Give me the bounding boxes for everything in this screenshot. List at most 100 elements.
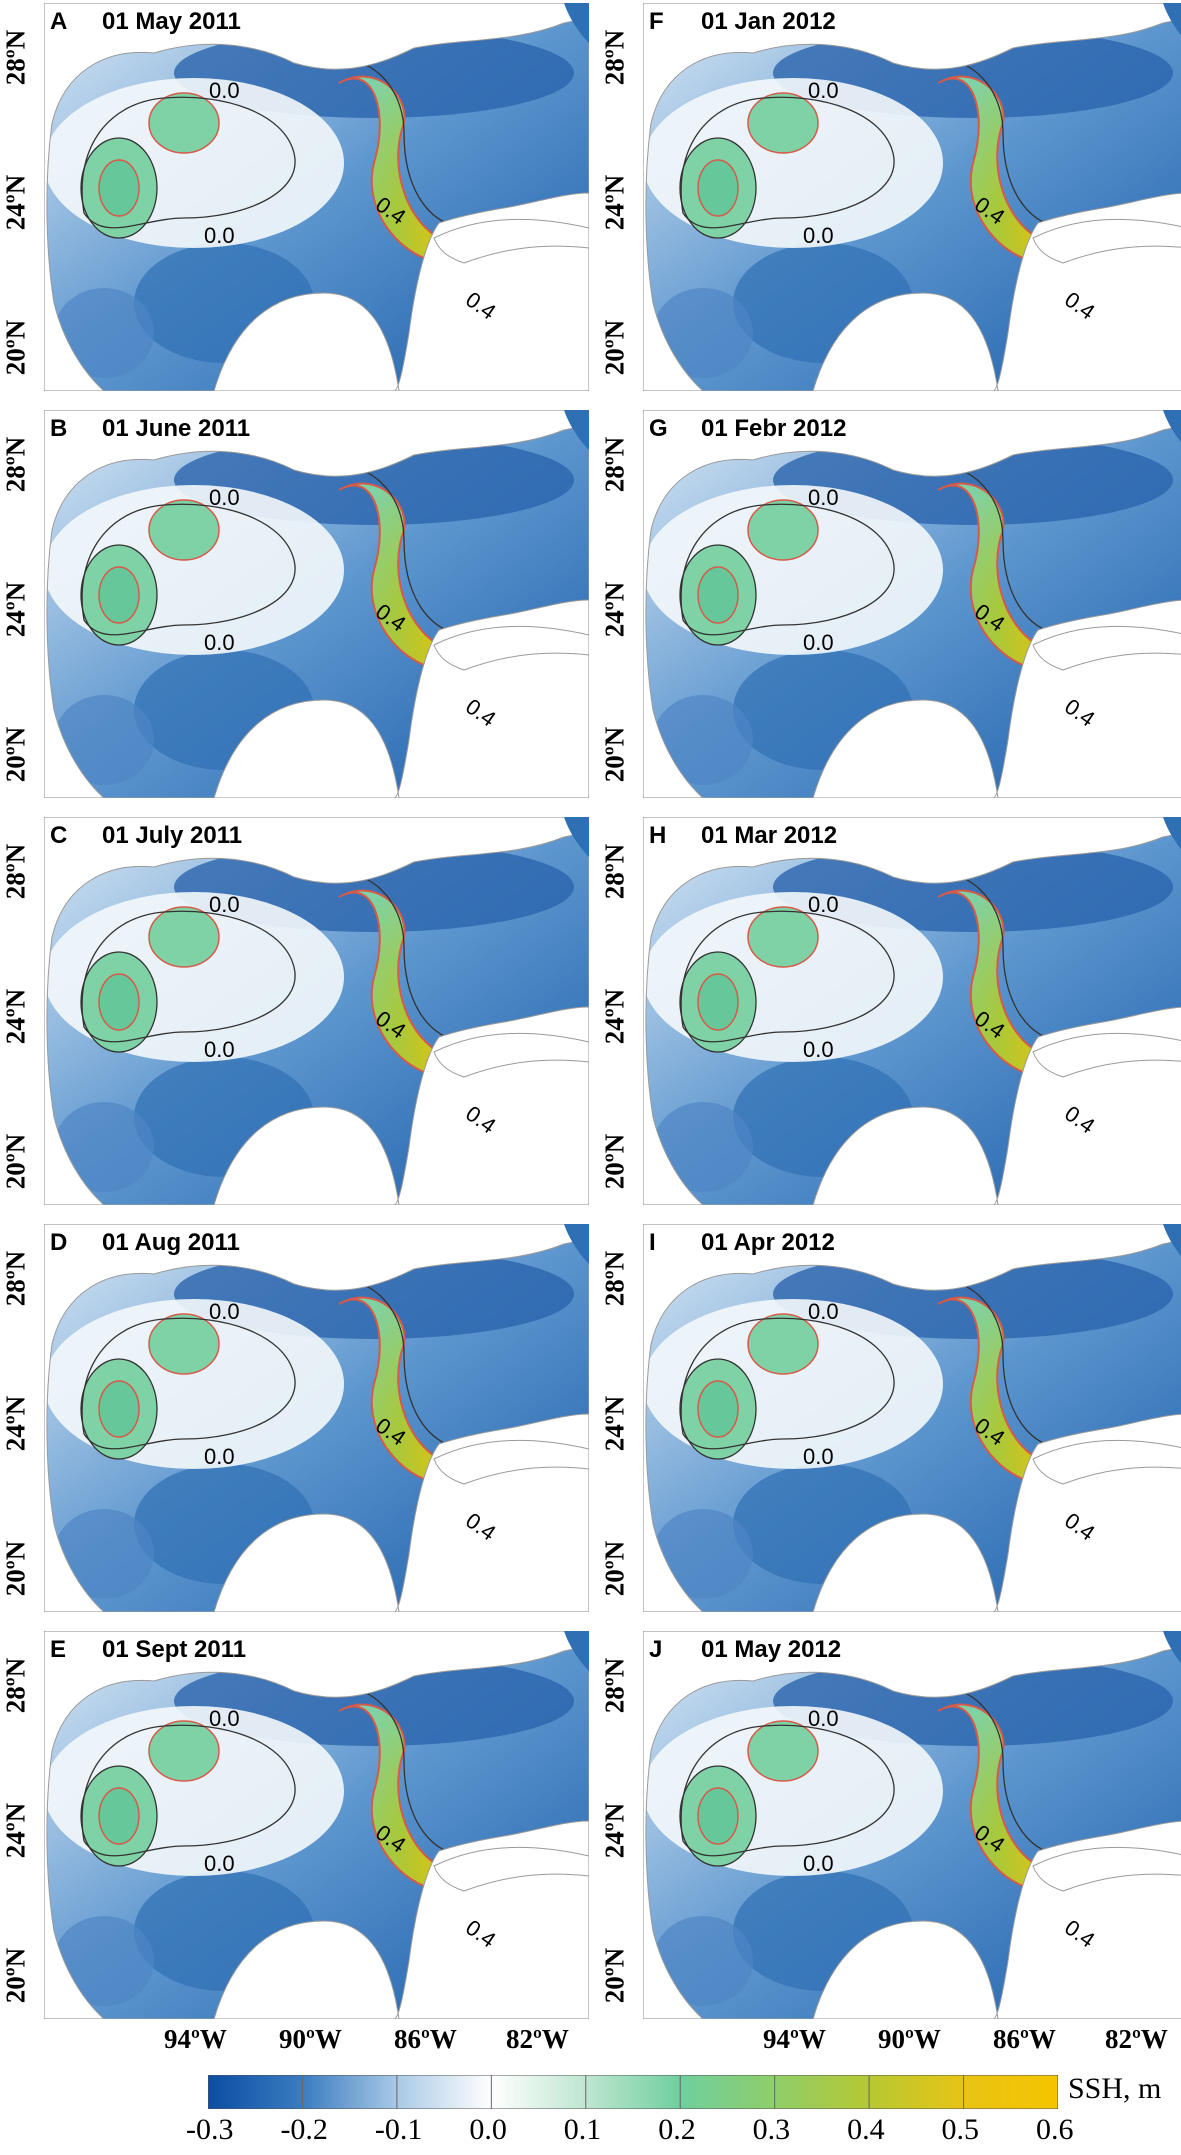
contour-label-zero: 0.0 (803, 223, 834, 248)
panel-label: F (649, 8, 664, 35)
y-tick-label: 28ºN (599, 29, 630, 86)
y-tick-label: 24ºN (599, 1802, 630, 1859)
ssh-map-f: 0.00.00.40.4F 01 Jan 2012 (643, 3, 1181, 391)
colorbar (207, 2074, 1059, 2110)
colorbar-gradient (207, 2074, 1059, 2110)
ssh-map-a: 0.00.00.40.4A 01 May 2011 (44, 3, 589, 391)
y-tick-label: 20ºN (599, 1133, 630, 1190)
panel-title: 01 Jan 2012 (701, 8, 836, 35)
panel-title: 01 Apr 2012 (701, 1229, 835, 1256)
y-tick-label: 24ºN (0, 581, 31, 638)
y-tick-label: 24ºN (599, 174, 630, 231)
contour-label-zero: 0.0 (204, 630, 235, 655)
y-tick-label: 28ºN (599, 843, 630, 900)
map-panel-g: 0.0 0.0 0.4 0.4 G 01 Febr 2012 (643, 410, 1181, 798)
y-tick-label: 28ºN (599, 1250, 630, 1307)
x-tick-label: 94ºW (164, 2024, 227, 2054)
colorbar-tick-label: 0.3 (752, 2113, 791, 2146)
panel-label: J (649, 1636, 662, 1663)
panel-title: 01 Febr 2012 (701, 415, 846, 442)
panel-title: 01 Aug 2011 (102, 1229, 240, 1256)
x-tick-label: 82ºW (506, 2024, 569, 2054)
contour-label-zero: 0.0 (209, 892, 240, 917)
panel-label: H (649, 822, 666, 849)
panel-label: I (649, 1229, 656, 1256)
contour-label-zero: 0.0 (808, 485, 839, 510)
contour-label-zero: 0.0 (808, 78, 839, 103)
panel-label: D (50, 1229, 67, 1256)
contour-label-zero: 0.0 (204, 1037, 235, 1062)
map-panel-i: 0.0 0.0 0.4 0.4 I 01 Apr 2012 (643, 1224, 1181, 1612)
contour-label-zero: 0.0 (808, 1706, 839, 1731)
y-tick-label: 20ºN (0, 1133, 31, 1190)
map-panel-b: 0.0 0.0 0.4 0.4 B 01 June 2011 (44, 410, 589, 798)
colorbar-tick-label: 0.1 (563, 2113, 602, 2146)
contour-label-zero: 0.0 (803, 1037, 834, 1062)
ssh-map-h: 0.00.00.40.4H 01 Mar 2012 (643, 817, 1181, 1205)
y-tick-label: 28ºN (0, 29, 31, 86)
y-tick-label: 24ºN (0, 1395, 31, 1452)
colorbar-tick-label: 0.2 (658, 2113, 696, 2146)
colorbar-tick-label: 0.6 (1036, 2113, 1074, 2146)
panel-label: E (50, 1636, 66, 1663)
ssh-map-j: 0.00.00.40.4J 01 May 2012 (643, 1631, 1181, 2019)
map-panel-d: 0.0 0.0 0.4 0.4 D 01 Aug 2011 (44, 1224, 589, 1612)
map-panel-j: 0.0 0.0 0.4 0.4 J 01 May 2012 (643, 1631, 1181, 2019)
colorbar-tick-label: 0.4 (847, 2113, 885, 2146)
contour-label-zero: 0.0 (209, 485, 240, 510)
y-tick-label: 28ºN (0, 436, 31, 493)
colorbar-tick-label: -0.1 (374, 2113, 423, 2146)
ssh-map-d: 0.00.00.40.4D 01 Aug 2011 (44, 1224, 589, 1612)
y-tick-label: 28ºN (0, 1250, 31, 1307)
y-tick-label: 20ºN (599, 319, 630, 376)
ssh-map-g: 0.00.00.40.4G 01 Febr 2012 (643, 410, 1181, 798)
x-tick-label: 90ºW (878, 2024, 941, 2054)
contour-label-zero: 0.0 (204, 1444, 235, 1469)
contour-label-zero: 0.0 (204, 223, 235, 248)
contour-label-zero: 0.0 (209, 1299, 240, 1324)
y-tick-label: 24ºN (0, 174, 31, 231)
map-panel-f: 0.0 0.0 0.4 0.4 F 01 Jan 2012 (643, 3, 1181, 391)
contour-label-zero: 0.0 (803, 1851, 834, 1876)
y-tick-label: 24ºN (599, 1395, 630, 1452)
panel-title: 01 July 2011 (102, 822, 242, 849)
contour-label-zero: 0.0 (808, 892, 839, 917)
colorbar-tick-label: 0.0 (469, 2113, 507, 2146)
x-tick-label: 90ºW (279, 2024, 342, 2054)
y-tick-label: 28ºN (599, 436, 630, 493)
y-tick-label: 20ºN (0, 1540, 31, 1597)
panel-label: C (50, 822, 67, 849)
colorbar-tick-label: 0.5 (941, 2113, 980, 2146)
ssh-map-c: 0.00.00.40.4C 01 July 2011 (44, 817, 589, 1205)
contour-label-zero: 0.0 (209, 78, 240, 103)
ssh-map-i: 0.00.00.40.4I 01 Apr 2012 (643, 1224, 1181, 1612)
contour-label-zero: 0.0 (803, 1444, 834, 1469)
panel-title: 01 Mar 2012 (701, 822, 837, 849)
y-tick-label: 20ºN (0, 1947, 31, 2004)
y-tick-label: 20ºN (599, 1540, 630, 1597)
x-tick-label: 94ºW (763, 2024, 826, 2054)
contour-label-zero: 0.0 (204, 1851, 235, 1876)
map-panel-h: 0.0 0.0 0.4 0.4 H 01 Mar 2012 (643, 817, 1181, 1205)
x-tick-label: 86ºW (993, 2024, 1056, 2054)
y-tick-label: 28ºN (0, 843, 31, 900)
y-tick-label: 24ºN (0, 1802, 31, 1859)
colorbar-label: SSH, m (1068, 2072, 1162, 2105)
panel-title: 01 June 2011 (102, 415, 250, 442)
panel-label: A (50, 8, 67, 35)
contour-label-zero: 0.0 (808, 1299, 839, 1324)
ssh-map-e: 0.00.00.40.4E 01 Sept 2011 (44, 1631, 589, 2019)
y-tick-label: 28ºN (599, 1657, 630, 1714)
map-panel-e: 0.0 0.0 0.4 0.4 E 01 Sept 2011 (44, 1631, 589, 2019)
y-tick-label: 24ºN (599, 581, 630, 638)
panel-label: G (649, 415, 668, 442)
y-tick-label: 20ºN (599, 1947, 630, 2004)
map-panel-a: 0.0 0.0 0.4 0.4 A 01 May 2011 (44, 3, 589, 391)
y-tick-label: 24ºN (0, 988, 31, 1045)
contour-label-zero: 0.0 (209, 1706, 240, 1731)
panel-title: 01 Sept 2011 (102, 1636, 246, 1663)
y-tick-label: 20ºN (0, 726, 31, 783)
ssh-map-b: 0.00.00.40.4B 01 June 2011 (44, 410, 589, 798)
panel-label: B (50, 415, 67, 442)
colorbar-tick-label: -0.2 (280, 2113, 328, 2146)
